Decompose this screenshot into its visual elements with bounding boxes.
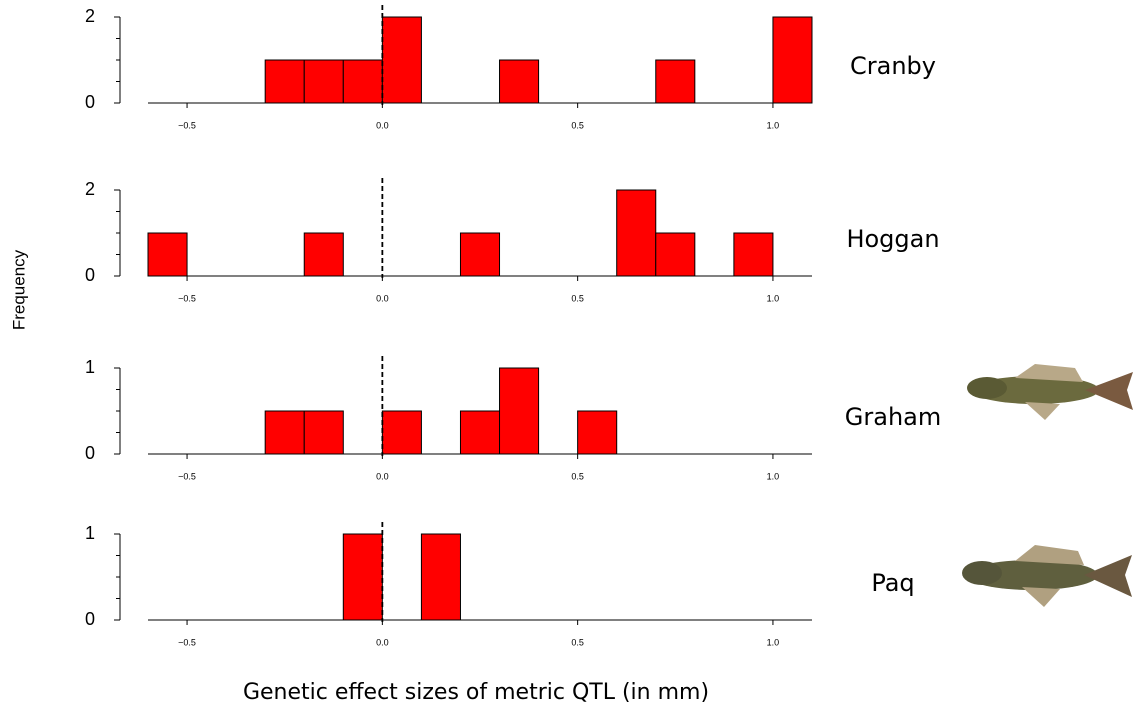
bar	[303, 59, 344, 104]
bar	[499, 367, 540, 455]
bar	[264, 59, 305, 104]
x-tick-label: −0.5	[178, 471, 196, 481]
panel-label: Graham	[845, 403, 941, 431]
bar	[499, 59, 540, 104]
bar	[303, 232, 344, 277]
bar	[459, 410, 501, 455]
panel-label: Hoggan	[846, 225, 939, 253]
y-axis-label: Frequency	[9, 249, 28, 330]
x-tick-label: 0.0	[376, 293, 389, 303]
bar	[381, 410, 422, 455]
x-tick-label: 1.0	[767, 293, 780, 303]
bar	[381, 16, 422, 104]
panel-label: Paq	[871, 569, 914, 597]
x-tick-label: 0.5	[571, 471, 584, 481]
x-tick-label: 0.0	[376, 637, 389, 647]
y-tick-label: 2	[85, 179, 95, 199]
fish-graham	[967, 364, 1133, 420]
y-tick-label: 0	[85, 92, 95, 112]
bar	[772, 16, 813, 104]
x-tick-label: 0.5	[571, 293, 584, 303]
x-tick-label: 0.0	[376, 471, 389, 481]
bar	[733, 232, 774, 277]
bar	[420, 533, 461, 621]
x-tick-label: 1.0	[767, 120, 780, 130]
x-tick-label: −0.5	[178, 293, 196, 303]
bar	[655, 232, 696, 277]
x-tick-label: 1.0	[767, 471, 780, 481]
y-tick-label: 1	[85, 523, 95, 543]
y-tick-label: 0	[85, 265, 95, 285]
x-tick-label: 0.0	[376, 120, 389, 130]
panel-label: Cranby	[850, 52, 936, 80]
bar	[655, 59, 696, 104]
x-axis-label: Genetic effect sizes of metric QTL (in m…	[243, 680, 709, 705]
bar	[577, 410, 618, 455]
fish-paq	[962, 545, 1132, 607]
y-tick-label: 1	[85, 357, 95, 377]
bar	[264, 410, 305, 455]
bar	[147, 232, 188, 277]
x-tick-label: 0.5	[571, 120, 584, 130]
x-tick-label: −0.5	[178, 120, 196, 130]
x-tick-label: 1.0	[767, 637, 780, 647]
y-tick-label: 0	[85, 609, 95, 629]
bar	[303, 410, 344, 455]
x-tick-label: −0.5	[178, 637, 196, 647]
bar	[342, 533, 383, 621]
x-tick-label: 0.5	[571, 637, 584, 647]
bar	[342, 59, 383, 104]
bar	[459, 232, 501, 277]
bar	[616, 189, 657, 277]
y-tick-label: 0	[85, 443, 95, 463]
y-tick-label: 2	[85, 6, 95, 26]
